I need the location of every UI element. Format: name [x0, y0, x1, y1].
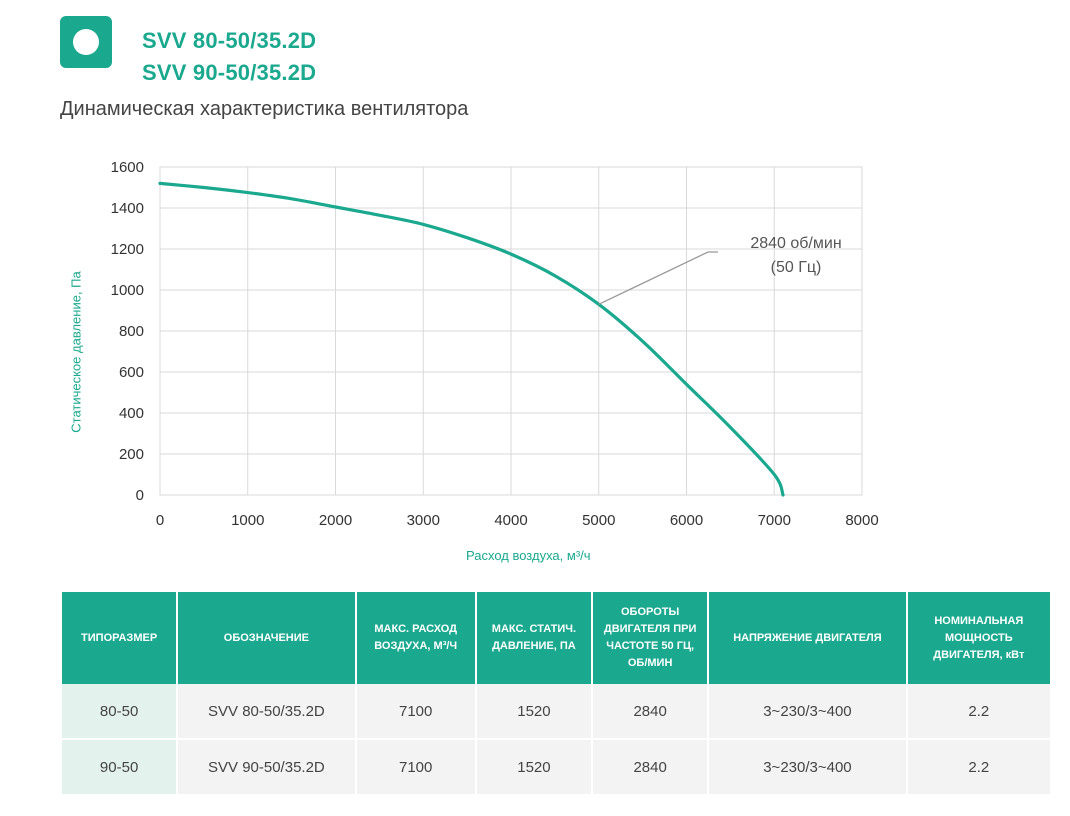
table-header-cell: МАКС. СТАТИЧ. ДАВЛЕНИЕ, ПА [476, 592, 592, 684]
table-cell: SVV 90-50/35.2D [178, 740, 355, 796]
x-tick-label: 7000 [758, 512, 791, 529]
y-tick-label: 1200 [111, 241, 144, 258]
annotation-label-line-2: (50 Гц) [771, 259, 822, 276]
table-cell: 2.2 [907, 684, 1050, 740]
x-tick-label: 4000 [494, 512, 527, 529]
table-cell: 7100 [356, 684, 475, 740]
table-cell: SVV 80-50/35.2D [178, 684, 355, 740]
x-axis-label: Расход воздуха, м³/ч [466, 548, 591, 563]
table-cell: 7100 [356, 740, 475, 796]
fan-curve-chart: 0 1000 2000 3000 4000 5000 6000 7000 8000 0 200 400… [111, 159, 879, 529]
y-tick-label: 400 [119, 405, 144, 422]
page-subtitle: Динамическая характеристика вентилятора [60, 98, 469, 120]
y-axis-label: Статическое давление, Па [68, 271, 84, 433]
table-header-cell: МАКС. РАСХОД ВОЗДУХА, М³/Ч [356, 592, 475, 684]
x-tick-label: 2000 [319, 512, 352, 529]
table-cell: 80-50 [62, 684, 177, 740]
annotation-leader-line [598, 251, 718, 305]
table-row: 90-50 SVV 90-50/35.2D 7100 1520 2840 3~2… [62, 740, 1050, 796]
spec-table: ТИПОРАЗМЕР ОБОЗНАЧЕНИЕ МАКС. РАСХОД ВОЗД… [60, 592, 1052, 796]
x-tick-label: 6000 [670, 512, 703, 529]
annotation-label-line-1: 2840 об/мин [750, 235, 841, 252]
y-tick-label: 800 [119, 323, 144, 340]
fan-curve-line [158, 181, 785, 497]
table-row: 80-50 SVV 80-50/35.2D 7100 1520 2840 3~2… [62, 684, 1050, 740]
y-tick-label: 1400 [111, 200, 144, 217]
table-cell: 3~230/3~400 [709, 684, 906, 740]
table-cell: 90-50 [62, 740, 177, 796]
brand-logo [60, 16, 112, 68]
table-cell: 2840 [593, 740, 708, 796]
table-header-cell: НАПРЯЖЕНИЕ ДВИГАТЕЛЯ [709, 592, 906, 684]
table-header-cell: НОМИНАЛЬНАЯ МОЩНОСТЬ ДВИГАТЕЛЯ, кВт [907, 592, 1050, 684]
table-cell: 1520 [476, 740, 592, 796]
table-header-cell: ОБОЗНАЧЕНИЕ [178, 592, 355, 684]
model-title-2: SVV 90-50/35.2D [142, 60, 317, 85]
table-header-row: ТИПОРАЗМЕР ОБОЗНАЧЕНИЕ МАКС. РАСХОД ВОЗД… [62, 592, 1050, 684]
table-cell: 2840 [593, 684, 708, 740]
x-tick-label: 5000 [582, 512, 615, 529]
table-cell: 1520 [476, 684, 592, 740]
y-tick-label: 600 [119, 364, 144, 381]
table-header-cell: ТИПОРАЗМЕР [62, 592, 177, 684]
table-header-cell: ОБОРОТЫ ДВИГАТЕЛЯ ПРИ ЧАСТОТЕ 50 ГЦ, ОБ/… [593, 592, 708, 684]
x-tick-label: 1000 [231, 512, 264, 529]
x-tick-label: 0 [156, 512, 164, 529]
y-tick-label: 200 [119, 446, 144, 463]
x-tick-label: 8000 [845, 512, 878, 529]
y-tick-label: 1000 [111, 282, 144, 299]
model-title-1: SVV 80-50/35.2D [142, 28, 317, 53]
table-cell: 2.2 [907, 740, 1050, 796]
y-tick-label: 0 [136, 487, 144, 504]
x-tick-label: 3000 [407, 512, 440, 529]
table-cell: 3~230/3~400 [709, 740, 906, 796]
y-tick-label: 1600 [111, 159, 144, 176]
logo-circle-icon [73, 29, 99, 55]
